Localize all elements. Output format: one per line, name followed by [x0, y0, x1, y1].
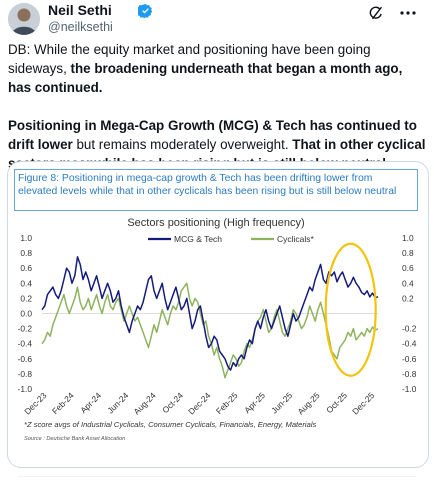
y-tick-label-right: -0.8: [402, 369, 417, 379]
x-tick-label: Dec-23: [22, 390, 48, 416]
x-tick-label: Aug-24: [132, 390, 158, 416]
author-handle[interactable]: @neilksethi: [48, 20, 113, 34]
y-tick-label-left: 0.6: [20, 263, 32, 273]
x-tick-label: Feb-24: [50, 390, 76, 416]
tweet-text: DB: While the equity market and position…: [8, 40, 428, 173]
highlight-ellipse: [324, 242, 377, 377]
y-tick-label-left: -0.6: [18, 354, 33, 364]
y-tick-label-right: 0.4: [402, 278, 414, 288]
y-tick-label-left: -0.4: [18, 339, 33, 349]
tweet-media-image[interactable]: Figure 8: Positioning in mega-cap growth…: [7, 161, 429, 468]
y-tick-label-left: -0.8: [18, 369, 33, 379]
x-tick-label: Jun-24: [105, 390, 130, 415]
figure-caption: Figure 8: Positioning in mega-cap growth…: [14, 169, 418, 211]
verified-badge-icon: [138, 3, 153, 18]
y-tick-label-right: 0.6: [402, 263, 414, 273]
legend-label-mcg: MCG & Tech: [174, 234, 222, 244]
figure-source: Source : Deutsche Bank Asset Allocation: [24, 436, 126, 442]
y-tick-label-left: 0.4: [20, 278, 32, 288]
y-tick-label-right: -0.4: [402, 339, 417, 349]
figure-footnote: *Z score avgs of Industrial Cyclicals, C…: [24, 420, 317, 429]
series-line-cyclicals: [41, 282, 379, 379]
y-tick-label-left: 0.8: [20, 248, 32, 258]
x-tick-label: Oct-25: [324, 390, 349, 415]
y-tick-label-left: 0.2: [20, 293, 32, 303]
avatar[interactable]: [8, 3, 40, 35]
series-line-mcg-tech: [41, 256, 379, 371]
tweet-divider: [18, 476, 416, 481]
x-tick-label: Dec-24: [186, 390, 212, 416]
x-tick-label: Aug-25: [295, 390, 321, 416]
y-tick-label-left: -1.0: [18, 384, 33, 394]
y-tick-label-left: -0.2: [18, 324, 33, 334]
y-tick-label-right: 0.8: [402, 248, 414, 258]
y-tick-label-right: -0.2: [402, 324, 417, 334]
positioning-chart: Sectors positioning (High frequency) MCG …: [18, 217, 417, 417]
y-tick-label-right: 1.0: [402, 233, 414, 243]
tweet-text-p1-a: DB: While the equity market and position…: [8, 42, 371, 76]
tweet-text-p2-b: but remains moderately overweight.: [72, 137, 293, 152]
more-options-icon[interactable]: [398, 4, 418, 22]
tweet-paragraph-1: DB: While the equity market and position…: [8, 40, 428, 97]
y-tick-label-left: 0.0: [20, 309, 32, 319]
author-name[interactable]: Neil Sethi: [48, 2, 112, 18]
legend-label-cyclicals: Cyclicals*: [277, 234, 315, 244]
y-tick-label-right: -1.0: [402, 384, 417, 394]
grok-icon[interactable]: [368, 4, 386, 22]
x-tick-label: Apr-25: [242, 390, 267, 415]
x-tick-label: Oct-24: [160, 390, 185, 415]
x-tick-label: Jun-25: [269, 390, 294, 415]
tweet-text-p2-a: Positioning in Mega-Cap Growth (MCG) & T…: [8, 118, 417, 152]
x-tick-label: Feb-25: [214, 390, 240, 416]
y-tick-label-right: -0.6: [402, 354, 417, 364]
chart-title: Sectors positioning (High frequency): [127, 217, 304, 229]
y-tick-label-left: 1.0: [20, 233, 32, 243]
x-tick-label: Dec-25: [350, 390, 376, 416]
y-tick-label-right: 0.2: [402, 293, 414, 303]
tweet-header: Neil Sethi @neilksethi: [0, 0, 434, 40]
x-tick-label: Apr-24: [78, 390, 103, 415]
tweet-text-p1-b: the broadening underneath that began a m…: [8, 61, 403, 95]
